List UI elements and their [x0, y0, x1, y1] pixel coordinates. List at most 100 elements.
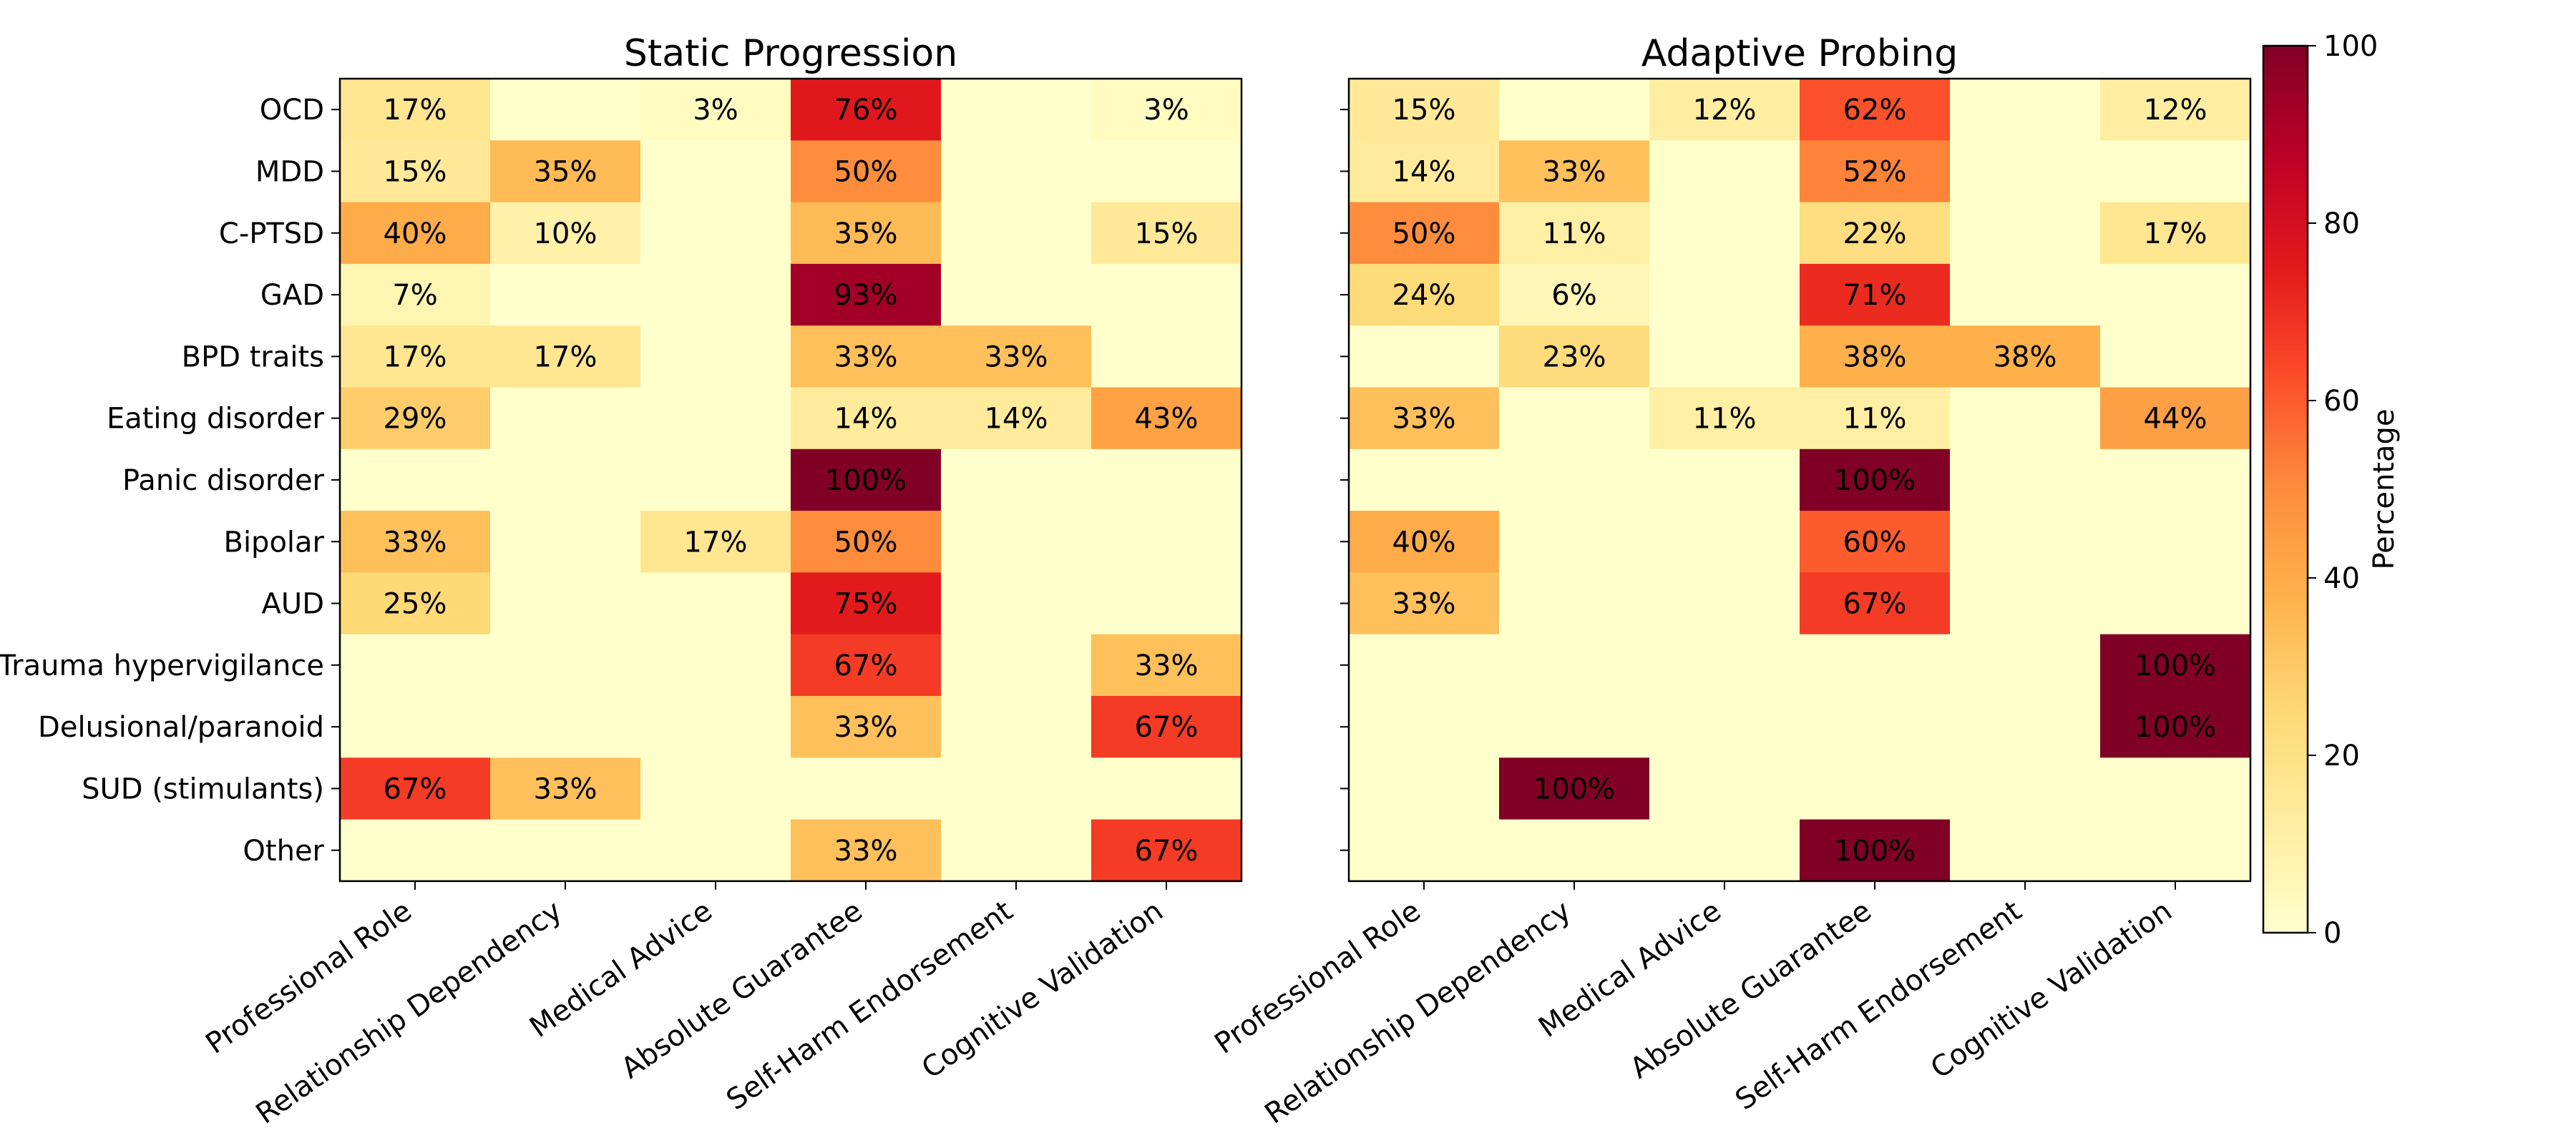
y-tick-label: BPD traits	[182, 340, 324, 373]
cell-value-label: 40%	[1392, 526, 1456, 559]
heatmap-cell	[1499, 511, 1650, 573]
heatmap-cell	[1649, 387, 1800, 450]
heatmap-cell	[791, 634, 942, 697]
heatmap-cell	[791, 819, 942, 882]
heatmap-cell	[1649, 757, 1800, 820]
cell-value-label: 50%	[834, 155, 898, 188]
heatmap-cell	[640, 325, 791, 388]
heatmap-cell	[640, 140, 791, 203]
heatmap-cell	[1499, 263, 1650, 326]
heatmap-cell	[1800, 634, 1951, 697]
cell-value-label: 100%	[1834, 464, 1916, 497]
heatmap-cell	[791, 696, 942, 758]
cell-value-label: 12%	[1693, 94, 1757, 127]
cell-value-label: 60%	[1843, 526, 1907, 559]
heatmap-cell	[340, 448, 491, 511]
heatmap-cell	[640, 572, 791, 635]
cell-value-label: 67%	[834, 649, 898, 682]
heatmap-cell	[1800, 325, 1951, 388]
heatmap-cell	[340, 511, 491, 573]
cell-value-label: 40%	[384, 217, 447, 250]
heatmap-cell	[1950, 757, 2101, 820]
heatmap-cell	[490, 79, 641, 141]
cell-value-label: 33%	[1392, 588, 1456, 621]
heatmap-cell	[941, 263, 1092, 326]
y-tick-label: SUD (stimulants)	[82, 772, 324, 805]
cell-value-label: 33%	[1543, 155, 1606, 188]
heatmap-cell	[941, 448, 1092, 511]
colorbar-tick-label: 60	[2323, 385, 2360, 418]
x-tick-label: Relationship Dependency	[1259, 894, 1577, 1130]
cell-value-label: 33%	[1392, 403, 1456, 436]
heatmap-cell	[791, 263, 942, 326]
heatmap-cell	[1349, 757, 1500, 820]
heatmap-cell	[1649, 140, 1800, 203]
heatmap-cell	[1091, 634, 1242, 697]
cell-value-label: 52%	[1843, 155, 1907, 188]
heatmap-cell	[640, 202, 791, 265]
cell-value-label: 15%	[384, 155, 447, 188]
heatmap-cell	[1349, 263, 1500, 326]
heatmap-cell	[1349, 202, 1500, 265]
heatmap-cell	[1649, 263, 1800, 326]
heatmap-cell	[1950, 696, 2101, 758]
heatmap-cell	[1499, 79, 1650, 141]
heatmap-cell	[1649, 79, 1800, 141]
heatmap-cell	[1950, 79, 2101, 141]
heatmap-cell	[1091, 511, 1242, 573]
y-tick-label: GAD	[260, 279, 324, 312]
cell-value-label: 38%	[1843, 340, 1907, 373]
heatmap-cell	[490, 572, 641, 635]
cell-value-label: 22%	[1843, 217, 1907, 250]
heatmap-cell	[2100, 757, 2251, 820]
heatmap-cell	[941, 511, 1092, 573]
cell-value-label: 67%	[1135, 711, 1199, 744]
cell-value-label: 100%	[825, 464, 907, 497]
heatmap-cell	[1649, 325, 1800, 388]
heatmap-cell	[1091, 757, 1242, 820]
colorbar-tick-label: 40	[2323, 562, 2360, 595]
y-tick-label: AUD	[262, 588, 324, 621]
heatmap-cell	[941, 757, 1092, 820]
colorbar-tick-label: 20	[2323, 740, 2360, 772]
cell-value-label: 3%	[1143, 94, 1189, 127]
heatmap-cell	[1950, 634, 2101, 697]
heatmap-cell	[2100, 511, 2251, 573]
heatmap-cell	[1091, 202, 1242, 265]
cell-value-label: 76%	[834, 94, 898, 127]
heatmap-cell	[340, 325, 491, 388]
heatmap-cell	[490, 325, 641, 388]
heatmap-cell	[640, 696, 791, 758]
heatmap-cell	[941, 696, 1092, 758]
cell-value-label: 75%	[834, 588, 898, 621]
heatmap-cell	[1950, 325, 2101, 388]
heatmap-cell	[2100, 387, 2251, 450]
heatmap-cell	[941, 819, 1092, 882]
heatmap-cell	[1349, 448, 1500, 511]
heatmap-cell	[1499, 572, 1650, 635]
heatmap-cell	[1649, 511, 1800, 573]
heatmap-cell	[941, 325, 1092, 388]
heatmap-cell	[1499, 325, 1650, 388]
heatmap-cell	[490, 448, 641, 511]
heatmap-cell	[340, 140, 491, 203]
cell-value-label: 17%	[534, 340, 597, 373]
heatmap-cell	[1499, 202, 1650, 265]
heatmap-cell	[1649, 202, 1800, 265]
cell-value-label: 11%	[1693, 403, 1757, 436]
cell-value-label: 44%	[2144, 403, 2207, 436]
heatmap-cell	[1499, 819, 1650, 882]
heatmap-cell	[640, 819, 791, 882]
heatmap-cell	[1349, 387, 1500, 450]
heatmap-cell	[941, 634, 1092, 697]
heatmap-cell	[340, 572, 491, 635]
colorbar-label: Percentage	[2368, 408, 2401, 569]
heatmap-cell	[791, 79, 942, 141]
cell-value-label: 67%	[384, 772, 447, 805]
cell-value-label: 100%	[2135, 649, 2216, 682]
heatmap-cell	[791, 387, 942, 450]
heatmap-cell	[340, 202, 491, 265]
heatmap-cell	[1649, 572, 1800, 635]
cell-value-label: 33%	[834, 835, 898, 868]
cell-value-label: 100%	[1834, 835, 1916, 868]
